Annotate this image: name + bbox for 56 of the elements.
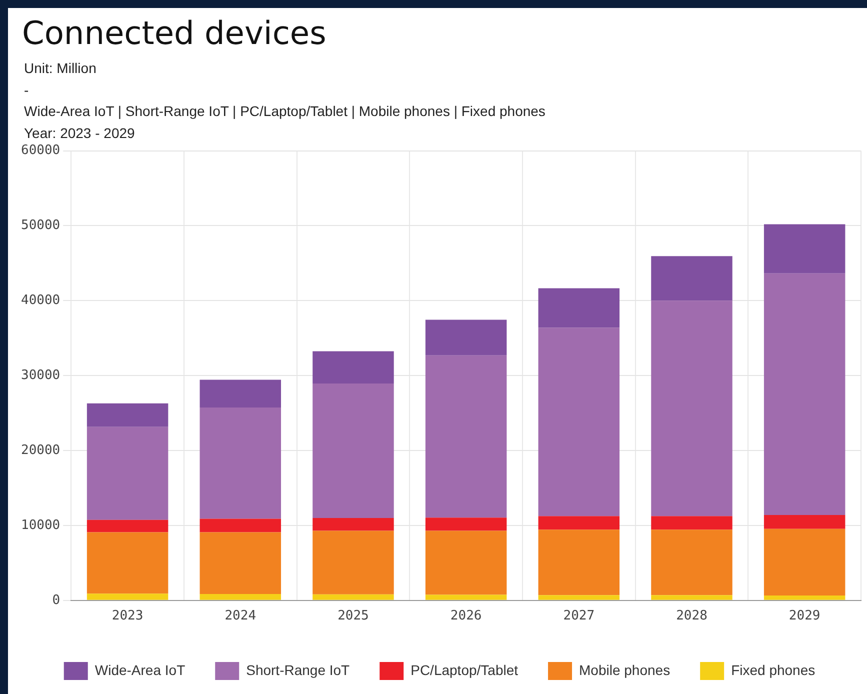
y-tick-label: 40000 — [20, 293, 60, 308]
bar — [764, 596, 846, 600]
bar — [651, 516, 732, 530]
x-tick-label: 2024 — [224, 608, 256, 624]
bar — [538, 288, 620, 328]
y-tick-label: 30000 — [20, 368, 60, 383]
bar — [764, 514, 846, 529]
bar — [651, 530, 732, 596]
bar — [538, 530, 620, 596]
bar — [312, 530, 394, 594]
y-tick-label: 10000 — [20, 518, 60, 533]
bar — [425, 320, 507, 356]
bar — [425, 355, 507, 518]
bar — [200, 380, 282, 408]
y-tick-label: 60000 — [20, 143, 60, 158]
legend-label: PC/Laptop/Tablet — [410, 662, 518, 678]
bar — [764, 273, 846, 515]
x-tick-label: 2025 — [338, 608, 369, 624]
legend-label: Mobile phones — [579, 662, 670, 678]
legend-label: Wide-Area IoT — [94, 662, 186, 678]
bar — [86, 594, 168, 600]
x-tick-label: 2027 — [563, 608, 595, 624]
bar — [651, 256, 732, 301]
bar — [200, 407, 282, 519]
bar — [425, 594, 507, 600]
bar — [764, 224, 846, 274]
bar — [86, 520, 168, 532]
bar — [764, 528, 846, 596]
chart-subtitle: Unit: Million - Wide-Area IoT | Short-Range IoT | PC/Laptop/Tablet | Mobile phones | Fixed phones Year: 2023 - 2029 — [24, 59, 546, 142]
bar — [200, 532, 282, 594]
legend-label: Fixed phones — [731, 662, 816, 678]
chart-title: Connected devices — [22, 14, 326, 52]
bar — [86, 426, 168, 520]
bar — [200, 518, 282, 532]
x-tick-label: 2026 — [450, 608, 482, 624]
x-tick-label: 2029 — [788, 608, 820, 624]
bar — [86, 532, 168, 594]
bar — [538, 595, 620, 600]
bar — [312, 594, 394, 600]
bar — [312, 383, 394, 518]
bar — [651, 595, 732, 600]
y-tick-label: 50000 — [20, 218, 60, 234]
y-tick-label: 20000 — [20, 442, 60, 458]
y-tick-label: 0 — [52, 592, 60, 608]
bar — [425, 518, 507, 531]
legend-label: Short-Range IoT — [246, 662, 350, 678]
bar — [200, 594, 282, 600]
bar — [538, 328, 620, 516]
x-tick-label: 2023 — [112, 608, 144, 624]
x-tick-label: 2028 — [676, 608, 708, 624]
bar — [538, 516, 620, 530]
bar — [86, 403, 168, 427]
bar — [651, 300, 732, 516]
bar — [312, 351, 394, 384]
bar — [312, 518, 394, 531]
bar — [425, 530, 507, 595]
